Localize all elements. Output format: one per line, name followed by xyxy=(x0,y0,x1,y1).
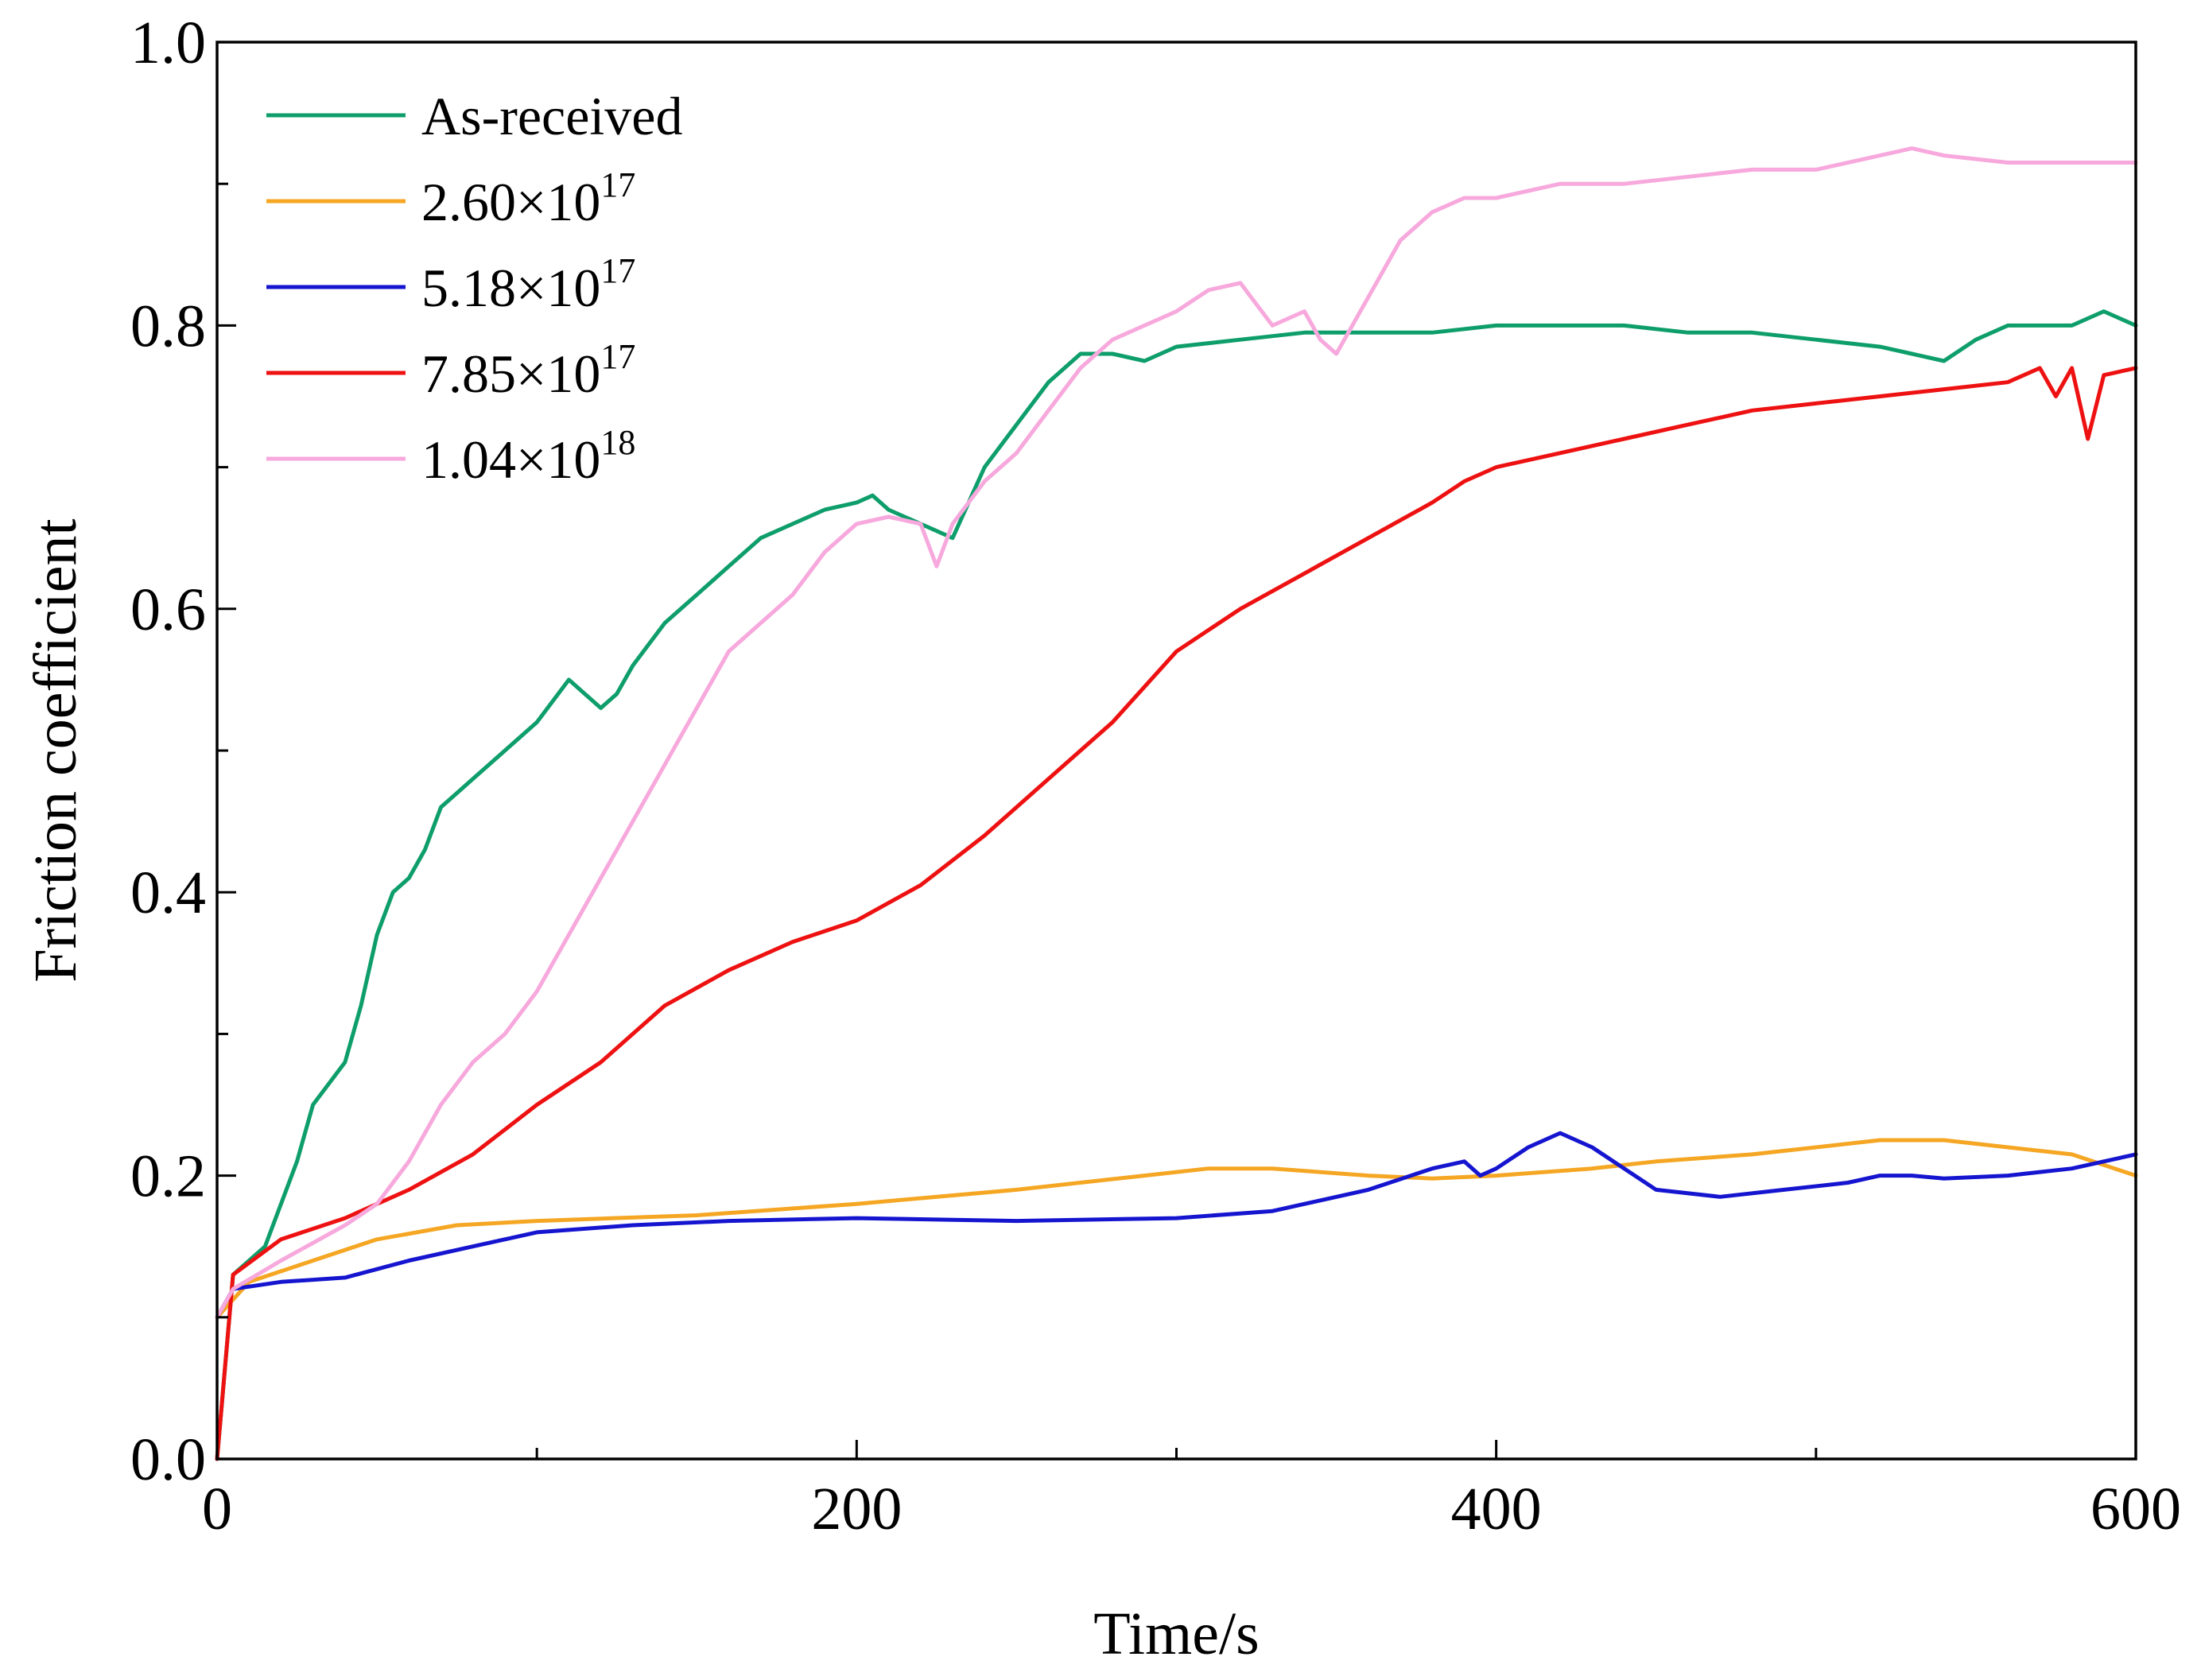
legend: As-received2.60×10175.18×10177.85×10171.… xyxy=(266,86,682,490)
series-line-4 xyxy=(215,366,2138,1461)
x-tick-label: 200 xyxy=(811,1476,902,1542)
legend-label-base: 7.85×10 xyxy=(421,343,600,404)
x-axis-title: Time/s xyxy=(1093,1600,1259,1667)
legend-label-base: 2.60×10 xyxy=(421,172,600,232)
legend-label-exponent: 18 xyxy=(600,423,635,462)
x-tick-label: 600 xyxy=(2090,1476,2181,1542)
x-tick-label: 0 xyxy=(202,1476,232,1542)
series-line-1 xyxy=(215,309,2138,1461)
y-axis-ticks: 0.0 0.2 0.4 0.6 0.8 1.0 xyxy=(130,10,236,1493)
legend-label-1: As-received xyxy=(421,86,682,146)
y-tick-label: 0.8 xyxy=(130,293,206,359)
y-tick-label: 1.0 xyxy=(130,10,206,76)
y-axis-title: Friction coefficient xyxy=(22,518,89,982)
legend-label-exponent: 17 xyxy=(600,337,635,376)
legend-label-base: 1.04×10 xyxy=(421,429,600,490)
x-axis-ticks: 0 200 400 600 xyxy=(202,1440,2181,1542)
series-line-2 xyxy=(215,1138,2138,1320)
legend-label-base: 5.18×10 xyxy=(421,258,600,318)
y-tick-label: 0.2 xyxy=(130,1143,206,1210)
legend-label-exponent: 17 xyxy=(600,165,635,204)
y-tick-label: 0.0 xyxy=(130,1426,206,1493)
series-line-3 xyxy=(215,1131,2138,1320)
legend-label-3: 5.18×1017 xyxy=(421,251,635,318)
series-layer xyxy=(215,146,2138,1461)
legend-label-2: 2.60×1017 xyxy=(421,165,635,232)
y-tick-label: 0.4 xyxy=(130,859,206,926)
y-tick-label: 0.6 xyxy=(130,576,206,643)
legend-label-5: 1.04×1018 xyxy=(421,423,635,490)
legend-label-4: 7.85×1017 xyxy=(421,337,635,404)
series-line-5 xyxy=(215,146,2138,1320)
x-tick-label: 400 xyxy=(1451,1476,1542,1542)
legend-label-exponent: 17 xyxy=(600,251,635,290)
